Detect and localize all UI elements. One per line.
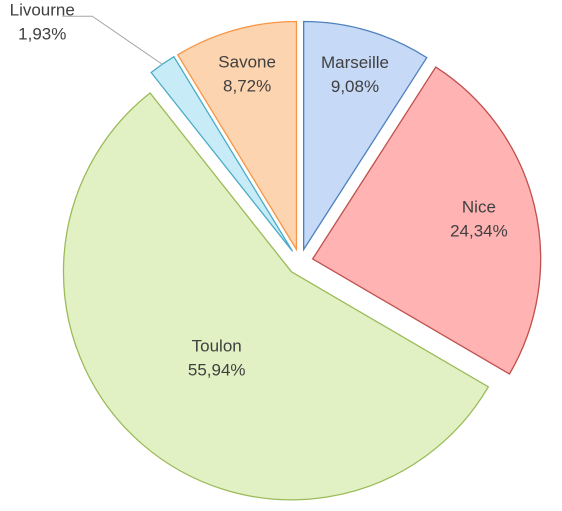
pie-slice xyxy=(176,20,298,252)
slice-label: Marseille xyxy=(321,53,389,72)
leader-line xyxy=(62,15,163,65)
pie-slice xyxy=(311,66,542,375)
slice-value: 8,72% xyxy=(223,76,271,95)
slice-label: Nice xyxy=(462,198,496,217)
slice-value: 55,94% xyxy=(188,360,246,379)
slice-label: Toulon xyxy=(192,336,242,355)
slice-label: Livourne xyxy=(10,1,75,20)
slice-value: 1,93% xyxy=(18,25,66,44)
slice-value: 9,08% xyxy=(331,77,379,96)
pie-slice xyxy=(150,55,294,252)
pie-slice xyxy=(62,92,490,501)
slice-label: Savone xyxy=(218,52,276,71)
slice-value: 24,34% xyxy=(450,222,508,241)
pie-slice xyxy=(303,20,428,252)
